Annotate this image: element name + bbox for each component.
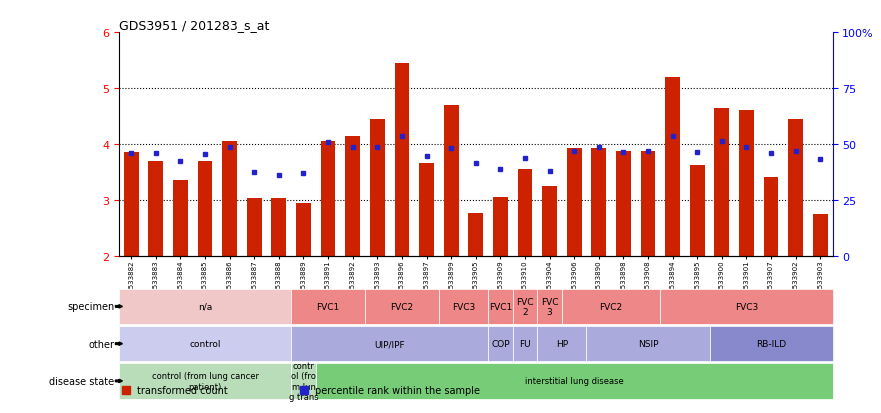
Text: FVC
2: FVC 2: [516, 297, 534, 316]
Bar: [222, 142, 237, 256]
Text: specimen: specimen: [67, 301, 115, 312]
Bar: [119, 363, 292, 399]
Text: FVC
3: FVC 3: [541, 297, 559, 316]
Text: other: other: [88, 339, 115, 349]
Bar: [640, 151, 655, 256]
Bar: [513, 289, 537, 324]
Bar: [149, 161, 163, 256]
Text: FU: FU: [519, 339, 530, 348]
Text: RB-ILD: RB-ILD: [756, 339, 786, 348]
Text: FVC3: FVC3: [452, 302, 475, 311]
Bar: [537, 326, 587, 361]
Bar: [660, 289, 833, 324]
Bar: [488, 326, 513, 361]
Bar: [813, 214, 827, 256]
Text: FVC1: FVC1: [316, 302, 340, 311]
Bar: [562, 289, 660, 324]
Bar: [370, 119, 385, 256]
Text: transformed count: transformed count: [137, 385, 227, 395]
Bar: [788, 119, 803, 256]
Text: FVC2: FVC2: [390, 302, 413, 311]
Bar: [345, 136, 360, 256]
Bar: [537, 289, 562, 324]
Bar: [292, 289, 365, 324]
Bar: [247, 199, 262, 256]
Bar: [119, 326, 292, 361]
Bar: [493, 197, 507, 256]
Bar: [714, 108, 729, 256]
Bar: [739, 111, 754, 256]
Bar: [321, 142, 336, 256]
Bar: [566, 149, 581, 256]
Text: HP: HP: [556, 339, 568, 348]
Text: control (from lung cancer
patient): control (from lung cancer patient): [152, 371, 258, 391]
Bar: [395, 64, 410, 256]
Bar: [365, 289, 439, 324]
Text: interstitial lung disease: interstitial lung disease: [525, 377, 624, 385]
Text: FVC2: FVC2: [599, 302, 623, 311]
Bar: [709, 326, 833, 361]
Text: control: control: [189, 339, 221, 348]
Bar: [292, 363, 315, 399]
Text: GDS3951 / 201283_s_at: GDS3951 / 201283_s_at: [119, 19, 270, 32]
Bar: [469, 213, 483, 256]
Bar: [488, 289, 513, 324]
Bar: [764, 178, 779, 256]
Bar: [173, 181, 188, 256]
Bar: [124, 153, 138, 256]
Text: n/a: n/a: [198, 302, 212, 311]
Bar: [591, 149, 606, 256]
Bar: [197, 161, 212, 256]
Text: contr
ol (fro
m lun
g trans: contr ol (fro m lun g trans: [289, 361, 318, 401]
Bar: [419, 164, 434, 256]
Bar: [513, 326, 537, 361]
Bar: [439, 289, 488, 324]
Bar: [292, 326, 488, 361]
Bar: [271, 199, 286, 256]
Text: FVC3: FVC3: [735, 302, 758, 311]
Text: disease state: disease state: [49, 376, 115, 386]
Bar: [119, 289, 292, 324]
Bar: [296, 203, 311, 256]
Bar: [690, 166, 705, 256]
Text: COP: COP: [491, 339, 510, 348]
Bar: [444, 106, 458, 256]
Text: NSIP: NSIP: [638, 339, 658, 348]
Bar: [587, 326, 709, 361]
Bar: [517, 170, 532, 256]
Text: percentile rank within the sample: percentile rank within the sample: [315, 385, 480, 395]
Bar: [616, 151, 631, 256]
Bar: [315, 363, 833, 399]
Bar: [542, 186, 557, 256]
Text: UIP/IPF: UIP/IPF: [374, 339, 405, 348]
Text: FVC1: FVC1: [489, 302, 512, 311]
Bar: [665, 78, 680, 256]
